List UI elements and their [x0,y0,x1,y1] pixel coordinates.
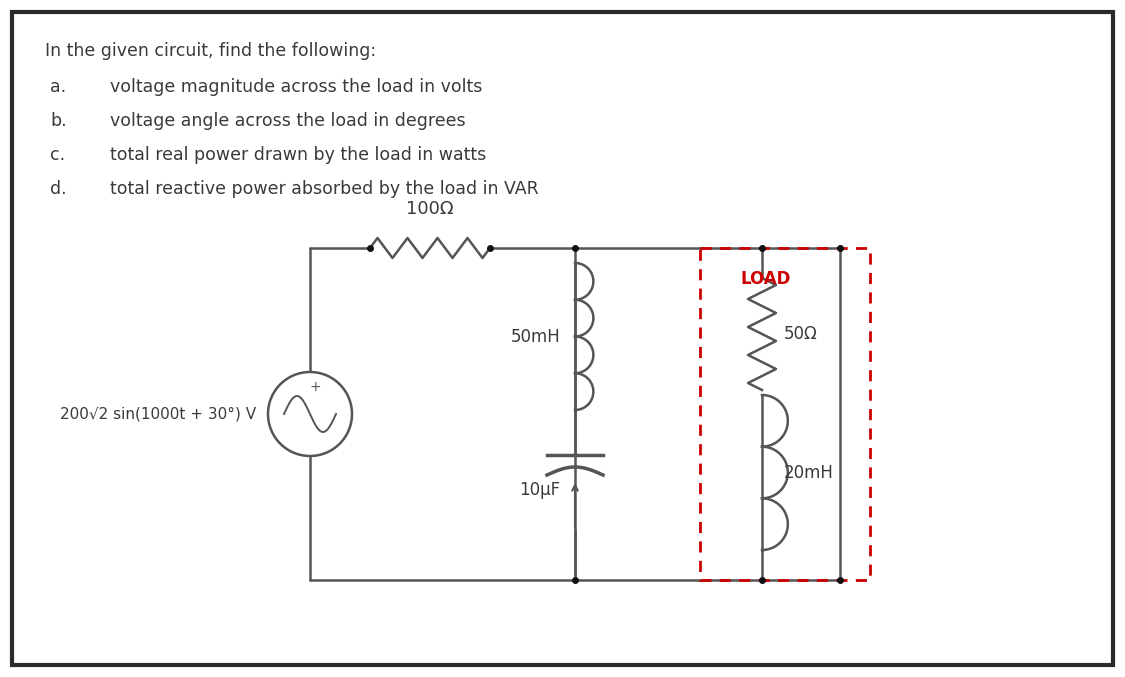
Text: 10μF: 10μF [519,481,560,499]
Circle shape [268,372,352,456]
Text: voltage magnitude across the load in volts: voltage magnitude across the load in vol… [110,78,483,96]
Text: LOAD: LOAD [740,270,791,288]
Text: 50Ω: 50Ω [784,325,818,343]
Text: d.: d. [50,180,66,198]
Text: 200√2 sin(1000t + 30°) V: 200√2 sin(1000t + 30°) V [60,406,256,422]
Text: 50mH: 50mH [511,328,560,345]
Bar [700,248,870,580]
Text: In the given circuit, find the following:: In the given circuit, find the following… [45,42,376,60]
Text: b.: b. [50,112,66,130]
Text: 100Ω: 100Ω [406,200,453,218]
Text: total real power drawn by the load in watts: total real power drawn by the load in wa… [110,146,486,164]
Text: voltage angle across the load in degrees: voltage angle across the load in degrees [110,112,466,130]
Text: a.: a. [50,78,66,96]
Text: 20mH: 20mH [784,464,834,481]
Text: c.: c. [50,146,65,164]
Text: total reactive power absorbed by the load in VAR: total reactive power absorbed by the loa… [110,180,539,198]
Text: +: + [309,380,321,394]
